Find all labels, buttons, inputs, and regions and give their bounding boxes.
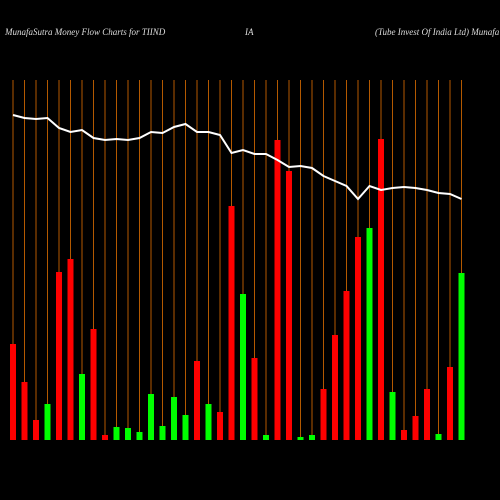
bar xyxy=(263,435,269,440)
bar xyxy=(79,374,85,440)
bar xyxy=(447,367,453,440)
bar xyxy=(435,434,442,440)
bar xyxy=(274,140,281,440)
bar xyxy=(309,435,315,440)
bar xyxy=(412,416,419,440)
price-line xyxy=(12,114,462,201)
bar xyxy=(56,272,62,440)
bar xyxy=(343,291,350,440)
bar xyxy=(251,358,258,440)
bar xyxy=(33,420,39,440)
bar xyxy=(389,392,396,440)
bar xyxy=(378,139,384,440)
bar xyxy=(355,237,361,440)
bar xyxy=(44,404,51,440)
bar xyxy=(136,432,143,440)
bar xyxy=(67,259,74,440)
bar xyxy=(205,404,212,440)
bar xyxy=(159,426,166,440)
bar xyxy=(182,415,189,440)
bar xyxy=(320,389,327,440)
bar xyxy=(366,228,373,440)
bar xyxy=(21,382,28,440)
bar xyxy=(194,361,200,440)
bar xyxy=(125,428,131,440)
bar xyxy=(286,171,292,440)
bar xyxy=(297,437,304,440)
bar xyxy=(332,335,338,440)
bar xyxy=(228,206,235,440)
bar xyxy=(113,427,120,440)
bar xyxy=(90,329,97,440)
bar xyxy=(424,389,430,440)
chart-title: MunafaSutra Money Flow Charts for TIIND xyxy=(4,27,166,37)
bar xyxy=(401,430,407,440)
bar xyxy=(102,435,108,440)
chart-title: (Tube Invest Of India Ltd) Munafa xyxy=(375,27,500,37)
bar xyxy=(171,397,177,440)
bar xyxy=(10,344,16,440)
bar xyxy=(148,394,154,440)
chart-title: IA xyxy=(244,27,254,37)
bar xyxy=(458,273,465,440)
bar xyxy=(217,412,223,440)
bar xyxy=(240,294,246,440)
